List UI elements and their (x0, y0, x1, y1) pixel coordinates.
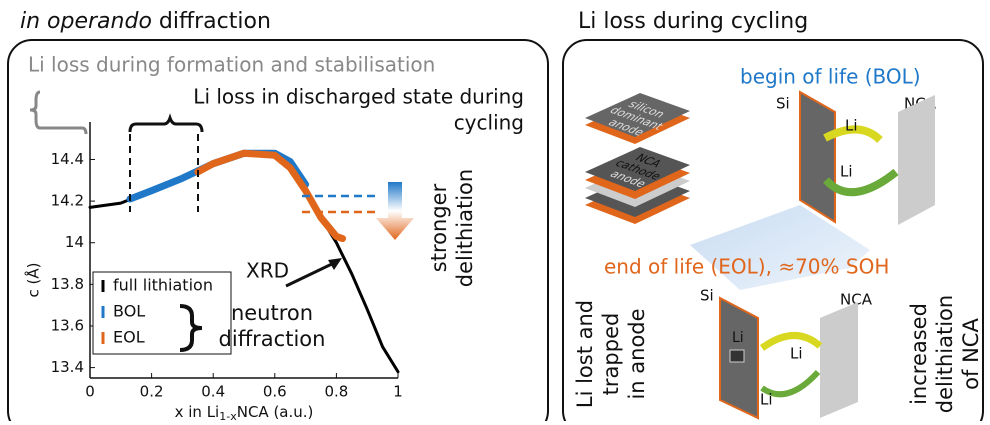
anode-plate (800, 92, 835, 222)
bol-label: begin of life (BOL) (740, 65, 921, 89)
x-tick-label: 0.2 (140, 383, 164, 401)
y-tick-label: 13.4 (51, 358, 84, 376)
x-tick-label: 0.6 (263, 383, 287, 401)
x-tick-label: 0.8 (324, 383, 348, 401)
x-tick-label: 1 (393, 383, 403, 401)
annotation: Li loss during formation and stabilisati… (28, 53, 435, 77)
legend-label: full lithiation (113, 276, 213, 295)
annotation: XRD (246, 259, 289, 283)
annotation: neutron (231, 301, 313, 325)
x-label-sub: 1-x (219, 410, 237, 421)
increased-label: increased (907, 303, 931, 405)
li-label: Li (790, 345, 803, 363)
right-title: Li loss during cycling (578, 9, 808, 34)
annotation: stronger (427, 183, 451, 272)
brace-discharged (130, 118, 202, 132)
x-label-rest: NCA (a.u.) (237, 403, 314, 421)
x-tick-label: 0 (85, 383, 95, 401)
lock-icon (730, 350, 744, 362)
x-tick-label: 0.4 (201, 383, 225, 401)
trapped-label: trapped (599, 313, 623, 396)
x-label-main: x in Li (175, 403, 220, 421)
page: in operando diffraction Li loss during c… (0, 0, 990, 425)
figure: in operando diffraction Li loss during c… (0, 0, 990, 421)
y-tick-label: 14.2 (51, 192, 84, 210)
trapped-label: Li lost and (573, 300, 597, 408)
y-tick-label: 13.6 (51, 316, 84, 334)
li-label: Li (840, 163, 853, 181)
cathode-plate (898, 95, 935, 225)
annotation: cycling (454, 111, 524, 135)
si-label: Si (776, 95, 790, 113)
delithiation-arrow (376, 182, 414, 240)
legend-label: BOL (113, 302, 145, 321)
li-label: Li (732, 330, 744, 346)
li-arrow (826, 172, 896, 192)
y-axis-label: c (Å) (24, 263, 43, 298)
si-label: Si (700, 287, 714, 305)
annotation: diffraction (219, 327, 326, 351)
left-title: in operando diffraction (20, 9, 271, 34)
increased-label: delithiation (933, 295, 957, 413)
title-italic: in operando (20, 9, 152, 34)
annotation: Li loss in discharged state during (193, 85, 524, 109)
annotation: delithiation (453, 169, 477, 287)
title-rest: diffraction (159, 9, 271, 34)
y-tick-label: 14 (65, 233, 84, 251)
li-label: Li (760, 391, 773, 409)
x-axis-label: x in Li1-xNCA (a.u.) (175, 403, 314, 422)
y-tick-label: 13.8 (51, 275, 84, 293)
trapped-label: in anode (625, 308, 649, 399)
legend-label: EOL (113, 328, 145, 347)
xrd-arrow (286, 262, 336, 286)
increased-label: of NCA (959, 318, 983, 390)
brace-formation (30, 92, 86, 134)
cathode-plate (820, 302, 858, 418)
chart: 13.4 13.6 13.8 14 14.2 14.4 0 0.2 0.4 0.6 0.8 1 c (Å… (24, 122, 403, 421)
eol-label: end of life (EOL), ≈70% SOH (604, 255, 889, 279)
y-tick-label: 14.4 (51, 150, 84, 168)
li-label: Li (845, 117, 858, 135)
